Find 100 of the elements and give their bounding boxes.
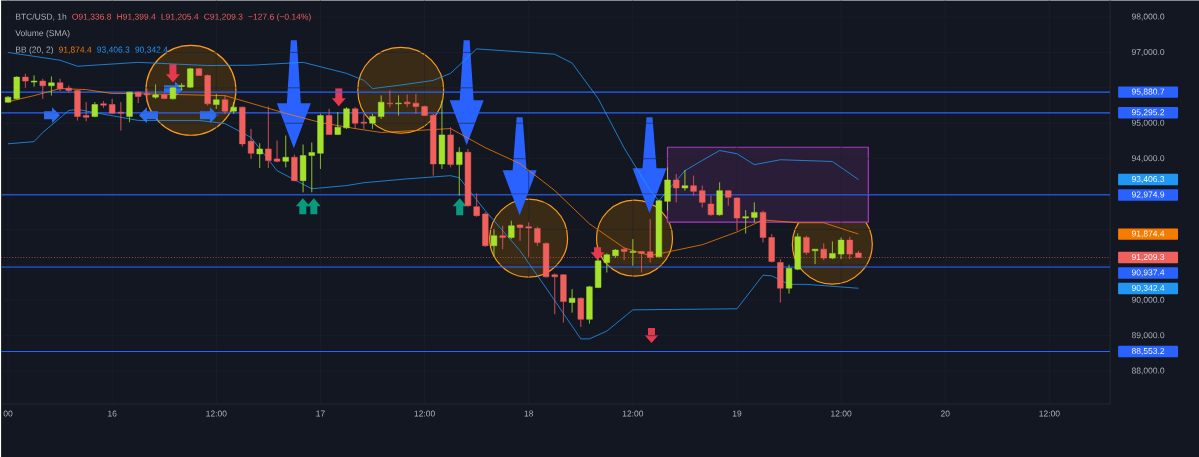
candlestick [230, 101, 237, 115]
candlestick [30, 75, 38, 87]
candlestick [169, 86, 177, 100]
y-tick-label: 88,000.0 [1131, 367, 1165, 375]
y-tick-label: 97,000.0 [1131, 48, 1165, 56]
candlestick [837, 237, 845, 260]
x-tick-label: 19 [732, 410, 742, 417]
candlestick [629, 238, 636, 267]
annotation: Volume (SMA) [15, 29, 70, 38]
candlestick [673, 173, 680, 203]
candlestick [282, 135, 289, 168]
ref-line-label: 88,553.2 [1131, 347, 1165, 355]
ref-line-label: 95,880.7 [1131, 88, 1165, 96]
candlestick [187, 67, 194, 89]
candlestick [161, 93, 168, 100]
candlestick [438, 100, 446, 170]
ref-line-label: 90,937.4 [1131, 269, 1165, 277]
candlestick [447, 126, 454, 168]
candlestick [568, 288, 576, 313]
candlestick [421, 105, 428, 117]
text: 90,342.4 [1131, 284, 1165, 292]
candlestick [369, 113, 376, 130]
candlestick [707, 195, 715, 216]
candlestick [152, 84, 159, 100]
candlestick [586, 285, 593, 324]
candlestick [716, 182, 723, 216]
candlestick [91, 101, 98, 118]
text: BTC/USD, 1h [15, 13, 67, 21]
candlestick [681, 169, 689, 191]
annotation: L91,205.4 [161, 13, 199, 21]
candlestick [178, 82, 185, 91]
x-tick-label: 12:00 [206, 410, 227, 417]
candlestick [22, 73, 29, 89]
annotation: 91,874.4 [59, 46, 92, 54]
y-tick-label: 98,000.0 [1131, 13, 1165, 21]
x-tick-label: 12:00 [414, 410, 435, 417]
candlestick [690, 175, 697, 196]
annotation: −127.6 (−0.14%) [248, 13, 311, 22]
ref-line-label: 91,209.3 [1131, 253, 1165, 261]
candlestick [508, 220, 515, 240]
candlestick [195, 67, 203, 77]
candlestick [273, 140, 281, 163]
x-tick-label: 18 [524, 410, 534, 417]
candlestick [560, 273, 567, 323]
x-tick-label: 12:00 [831, 410, 852, 417]
candlestick [326, 108, 333, 136]
y-tick-label: 94,000.0 [1131, 155, 1165, 163]
candlestick [664, 167, 671, 211]
y-tick-label: 89,000.0 [1131, 332, 1165, 340]
ref-line-label: 92,974.9 [1131, 191, 1165, 199]
candlestick [464, 148, 472, 207]
annotation: 93,406.3 [97, 46, 130, 54]
candlestick [490, 228, 498, 258]
annotation: 90,342.4 [135, 46, 168, 54]
candlestick [482, 212, 489, 248]
candlestick [473, 193, 480, 217]
candlestick [612, 248, 619, 259]
annotation: BB (20, 2) [15, 46, 53, 55]
candlestick [74, 89, 81, 121]
candlestick [221, 95, 229, 115]
candlestick [829, 241, 836, 260]
annotation: O91,336.8 [72, 13, 112, 21]
x-tick-label: 17 [316, 410, 325, 417]
annotation: H91,399.4 [117, 13, 156, 21]
text: 93,406.3 [1131, 176, 1165, 184]
y-tick-label: 90,000.0 [1131, 296, 1165, 304]
candlestick [213, 93, 220, 110]
x-tick-label: 12:00 [622, 410, 644, 417]
candlestick [378, 95, 385, 120]
candlestick [239, 106, 246, 147]
candlestick [291, 154, 298, 182]
x-tick-label: 20 [940, 410, 950, 417]
candlestick [256, 142, 263, 169]
candlestick [803, 235, 810, 256]
text: 91,874.4 [1131, 230, 1165, 238]
candlestick [395, 95, 402, 116]
candlestick [751, 202, 758, 223]
candlestick [247, 128, 255, 160]
x-tick-label: 00 [3, 410, 13, 417]
x-tick-label: 16 [108, 410, 117, 417]
candlestick [100, 100, 107, 109]
candlestick [811, 248, 819, 265]
y-tick-label: 95,000.0 [1131, 119, 1165, 127]
candlestick [577, 297, 584, 328]
candlestick [499, 225, 506, 250]
candlestick [39, 78, 46, 100]
candlestick [334, 111, 341, 136]
candlestick [846, 236, 853, 260]
candlestick [386, 90, 393, 108]
annotation: C91,209.3 [204, 13, 243, 21]
candlestick [317, 113, 324, 170]
candlestick [83, 101, 90, 122]
candlestick [655, 199, 662, 258]
candlestick [777, 258, 784, 303]
candlestick [48, 76, 55, 96]
candlestick [430, 113, 437, 176]
ref-line-label: 95,295.2 [1131, 109, 1165, 117]
candlestick [126, 91, 133, 123]
candlestick [343, 106, 350, 130]
x-tick-label: 12:00 [1039, 410, 1060, 417]
